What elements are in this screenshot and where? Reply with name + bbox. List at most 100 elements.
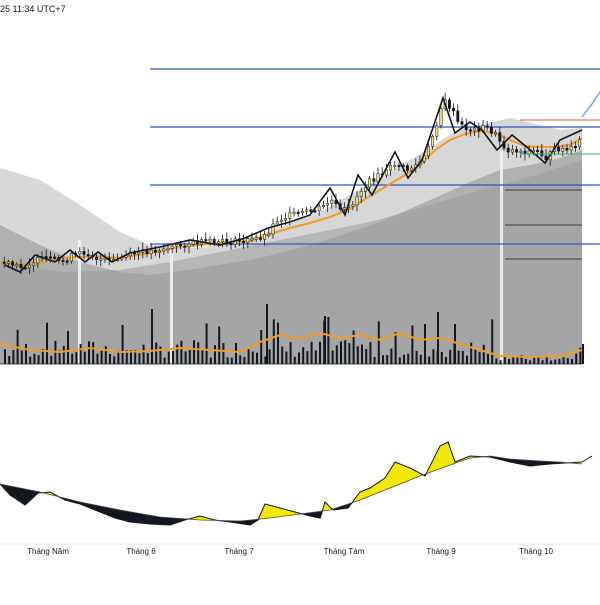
oscillator-fill	[406, 466, 408, 482]
oscillator-fill	[143, 514, 145, 524]
oscillator-fill	[279, 507, 281, 517]
oscillator-fill	[575, 462, 577, 464]
oscillator-fill	[22, 488, 24, 503]
volume-bar	[58, 350, 61, 364]
volume-bar	[369, 342, 372, 364]
oscillator-fill	[392, 466, 394, 488]
oscillator-fill	[27, 489, 29, 504]
oscillator-fill	[461, 459, 463, 462]
oscillator-fill	[75, 500, 77, 503]
oscillator-fill	[344, 505, 346, 509]
oscillator-fill	[99, 505, 101, 512]
oscillator-fill	[284, 509, 286, 517]
oscillator-fill	[51, 492, 53, 495]
oscillator-fill	[355, 498, 357, 502]
oscillator-fill	[460, 460, 462, 462]
oscillator-fill	[357, 496, 359, 501]
oscillator-fill	[330, 507, 332, 510]
oscillator-fill	[345, 505, 347, 509]
oscillator-fill	[210, 518, 212, 521]
volume-bar	[205, 323, 208, 364]
oscillator-fill	[497, 457, 499, 459]
volume-bar	[172, 350, 174, 364]
volume-bar	[373, 357, 376, 364]
volume-bar	[20, 350, 23, 364]
oscillator-fill	[420, 473, 422, 476]
oscillator-fill	[458, 460, 460, 463]
volume-bar	[218, 326, 221, 364]
oscillator-fill	[431, 464, 433, 472]
oscillator-fill	[452, 453, 454, 465]
oscillator-fill	[120, 510, 122, 520]
candle	[44, 256, 48, 259]
candle	[86, 254, 90, 257]
oscillator-panel	[0, 441, 600, 545]
oscillator-fill	[123, 510, 125, 521]
oscillator-fill	[84, 502, 86, 506]
candle	[65, 260, 69, 263]
volume-bar	[541, 360, 544, 364]
oscillator-fill	[547, 461, 549, 465]
volume-bar	[266, 304, 268, 364]
candle	[179, 244, 183, 247]
candle	[515, 149, 519, 153]
volume-bar	[361, 344, 363, 364]
oscillator-fill	[102, 506, 104, 513]
oscillator-fill	[317, 511, 319, 518]
oscillator-fill	[393, 465, 395, 487]
oscillator-fill	[146, 514, 148, 524]
oscillator-fill	[32, 490, 34, 499]
oscillator-fill	[92, 504, 94, 509]
oscillator-fill	[277, 507, 279, 518]
oscillator-fill	[553, 461, 555, 464]
oscillator-fill	[275, 506, 277, 518]
oscillator-fill	[176, 518, 178, 523]
candle	[498, 132, 502, 142]
oscillator-fill	[240, 521, 242, 524]
ema-line	[0, 129, 583, 268]
volume-bar	[331, 350, 334, 364]
candle	[355, 196, 359, 206]
oscillator-fill	[132, 512, 134, 523]
volume-bar	[222, 343, 225, 364]
oscillator-fill	[172, 517, 174, 525]
volume-bar	[235, 343, 237, 364]
oscillator-fill	[361, 491, 363, 500]
oscillator-fill	[33, 490, 35, 498]
oscillator-fill	[560, 462, 562, 464]
candle	[296, 211, 300, 214]
oscillator-fill	[65, 498, 67, 501]
oscillator-fill	[193, 517, 195, 520]
oscillator-fill	[286, 509, 288, 516]
oscillator-fill	[112, 508, 114, 517]
oscillator-fill	[180, 518, 182, 522]
oscillator-fill	[262, 510, 264, 519]
candle	[170, 245, 174, 249]
oscillator-fill	[134, 512, 136, 523]
volume-bar	[79, 344, 82, 364]
oscillator-fill	[242, 520, 244, 524]
oscillator-fill	[410, 468, 412, 480]
oscillator-fill	[124, 510, 126, 521]
oscillator-fill	[338, 507, 340, 510]
oscillator-fill	[581, 462, 583, 464]
oscillator-fill	[116, 509, 118, 519]
oscillator-fill	[443, 444, 445, 468]
volume-bar	[209, 357, 212, 364]
oscillator-fill	[195, 517, 197, 520]
candle	[389, 165, 393, 171]
oscillator-fill	[276, 506, 278, 518]
oscillator-fill	[548, 461, 550, 465]
oscillator-fill	[499, 457, 501, 460]
oscillator-fill	[191, 518, 193, 520]
candle	[384, 169, 388, 176]
volume-bar	[12, 350, 15, 364]
candle	[153, 249, 157, 253]
oscillator-fill	[101, 506, 103, 513]
oscillator-fill	[519, 459, 521, 464]
volume-bar	[239, 355, 242, 364]
candle	[468, 129, 472, 132]
oscillator-fill	[150, 515, 152, 525]
